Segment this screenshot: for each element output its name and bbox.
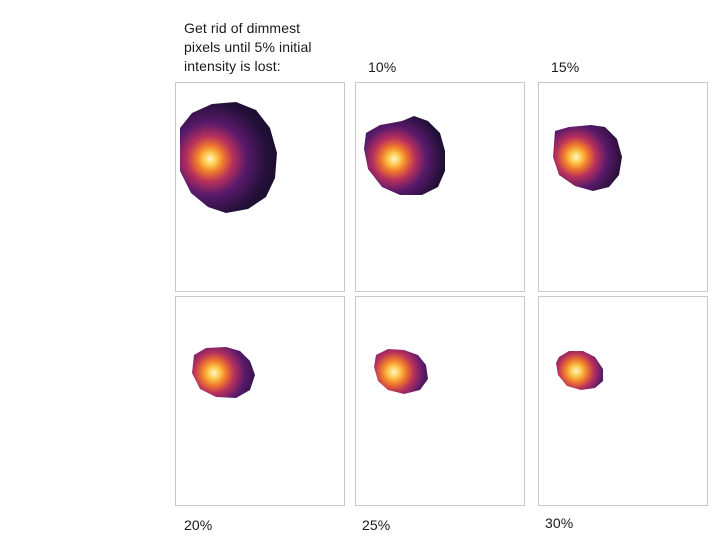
panel-20-percent <box>175 296 345 506</box>
label-30-percent: 30% <box>545 515 574 531</box>
label-20-percent: 20% <box>184 517 213 533</box>
intensity-blob-10-percent <box>364 116 445 195</box>
panel-30-percent <box>538 296 708 506</box>
intro-text: Get rid of dimmest pixels until 5% initi… <box>184 20 312 74</box>
label-10-percent: 10% <box>368 59 397 75</box>
label-25-percent: 25% <box>362 517 391 533</box>
intensity-blob-20-percent <box>192 347 255 398</box>
panel-15-percent <box>538 82 708 292</box>
intensity-blob-15-percent <box>553 125 622 191</box>
panel-10-percent <box>355 82 525 292</box>
intensity-blob-25-percent <box>374 349 428 394</box>
intensity-blob-5-percent <box>180 102 277 213</box>
panel-25-percent <box>355 296 525 506</box>
panel-5-percent <box>175 82 345 292</box>
label-15-percent: 15% <box>551 59 580 75</box>
intensity-blob-30-percent <box>556 351 603 390</box>
